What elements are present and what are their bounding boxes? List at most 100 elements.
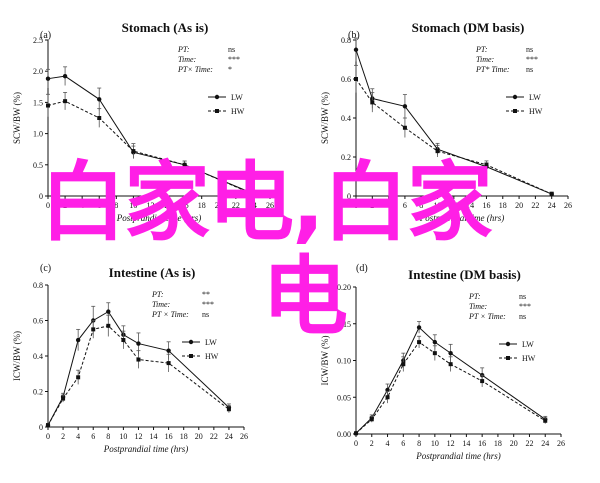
x-tick-label: 0 xyxy=(354,439,358,448)
legend-label-hw: HW xyxy=(529,107,543,116)
y-tick-label: 2.5 xyxy=(33,36,43,45)
x-tick-label: 10 xyxy=(119,432,127,441)
y-tick-label: 0.5 xyxy=(33,161,43,170)
x-tick-label: 18 xyxy=(494,439,502,448)
x-tick-label: 12 xyxy=(146,201,154,210)
y-tick-label: 0.2 xyxy=(341,153,351,162)
legend-marker xyxy=(189,354,193,358)
x-tick-label: 20 xyxy=(195,432,203,441)
series-line-lw xyxy=(355,326,546,434)
y-axis-label: ICW/BW (%) xyxy=(320,335,330,385)
x-tick-label: 12 xyxy=(450,201,458,210)
data-point-hw xyxy=(182,162,187,167)
data-point-hw xyxy=(484,162,489,167)
legend-marker xyxy=(512,94,518,100)
data-point-lw xyxy=(97,97,102,102)
x-tick-label: 0 xyxy=(46,432,50,441)
data-point-hw xyxy=(91,327,96,332)
data-point-lw xyxy=(448,350,453,356)
data-point-hw xyxy=(354,431,358,436)
data-point-hw xyxy=(76,375,81,380)
y-tick-label: 1.0 xyxy=(33,130,43,139)
x-tick-label: 18 xyxy=(180,432,188,441)
x-axis-label: Postprandial time (hrs) xyxy=(103,444,189,454)
legend-label-lw: LW xyxy=(529,93,541,102)
x-tick-label: 16 xyxy=(482,201,490,210)
data-point-hw xyxy=(131,149,136,154)
legend-label-hw: HW xyxy=(205,352,219,361)
y-tick-label: 0.4 xyxy=(33,352,43,361)
panel-letter: (d) xyxy=(356,263,368,274)
stat-label: PT× Time: xyxy=(177,65,213,74)
x-tick-label: 10 xyxy=(129,201,137,210)
x-tick-label: 14 xyxy=(466,201,474,210)
chart-title: Intestine (As is) xyxy=(109,265,196,280)
series-line-lw xyxy=(47,75,254,194)
data-point-hw xyxy=(106,323,111,328)
y-tick-label: 1.5 xyxy=(33,98,43,107)
legend-marker xyxy=(505,341,511,347)
chart-title: Stomach (As is) xyxy=(122,20,209,35)
data-point-hw xyxy=(370,100,375,105)
series-line-lw xyxy=(355,49,552,195)
stat-label: PT: xyxy=(468,292,481,301)
stat-value: *** xyxy=(519,302,531,311)
data-point-hw xyxy=(448,362,453,367)
data-point-hw xyxy=(226,407,231,412)
data-point-lw xyxy=(166,348,171,353)
y-tick-label: 0 xyxy=(39,423,43,432)
x-tick-label: 22 xyxy=(525,439,533,448)
data-point-hw xyxy=(543,418,548,423)
data-point-lw xyxy=(402,104,408,109)
y-tick-label: 0.20 xyxy=(337,283,351,292)
stat-label: PT: xyxy=(151,290,164,299)
data-point-hw xyxy=(369,417,374,422)
x-tick-label: 6 xyxy=(401,439,405,448)
x-tick-label: 20 xyxy=(510,439,518,448)
stat-value: ** xyxy=(202,290,210,299)
x-tick-label: 8 xyxy=(419,201,423,210)
x-tick-label: 6 xyxy=(91,432,95,441)
legend-label-lw: LW xyxy=(522,340,534,349)
x-tick-label: 20 xyxy=(515,201,523,210)
y-axis-label: SCW/BW (%) xyxy=(12,92,22,144)
legend-label-lw: LW xyxy=(205,338,217,347)
data-point-hw xyxy=(250,192,255,197)
x-tick-label: 2 xyxy=(61,432,65,441)
y-tick-label: 0 xyxy=(39,192,43,201)
x-tick-label: 2 xyxy=(370,439,374,448)
x-tick-label: 10 xyxy=(431,439,439,448)
x-tick-label: 22 xyxy=(531,201,539,210)
chart-panel-1: (a)Stomach (As is)00.51.01.52.02.50 2 4 6 8 1… xyxy=(12,20,274,223)
y-tick-label: 2.0 xyxy=(33,67,43,76)
data-point-lw xyxy=(136,341,141,346)
panel-letter: (b) xyxy=(348,30,360,41)
x-tick-label: 22 xyxy=(210,432,218,441)
x-tick-label: 16 xyxy=(478,439,486,448)
chart-panel-2: (b)Stomach (DM basis)00.20.40.60.80 2 4 6 8 1… xyxy=(320,20,572,223)
data-point-hw xyxy=(354,77,358,81)
x-tick-label: 8 xyxy=(417,439,421,448)
data-point-hw xyxy=(61,396,66,401)
chart-panel-3: (c) Intestine (As is)00.20.40.60.80 2 4 6 8 10… xyxy=(12,263,248,454)
stat-label: PT: xyxy=(475,45,488,54)
legend-marker xyxy=(188,339,194,345)
data-point-lw xyxy=(45,76,51,81)
x-tick-label: 16 xyxy=(165,432,173,441)
panel-letter: (a) xyxy=(40,30,51,41)
stat-value: *** xyxy=(228,55,240,64)
y-tick-label: 0.15 xyxy=(337,320,351,329)
x-tick-label: 10 xyxy=(434,201,442,210)
chart-panel-4: (d) Intestine (DM basis) 0.00 0.05 0.10 0.15 0… xyxy=(320,263,565,461)
watermark-line-2: 电 xyxy=(262,247,348,347)
chart-title: Stomach (DM basis) xyxy=(412,20,525,35)
data-point-hw xyxy=(417,340,422,345)
y-tick-label: 0.8 xyxy=(33,281,43,290)
legend-marker xyxy=(513,109,517,113)
x-tick-label: 4 xyxy=(387,201,391,210)
stat-label: PT: xyxy=(177,45,190,54)
x-tick-label: 14 xyxy=(462,439,470,448)
data-point-lw xyxy=(106,309,111,314)
stat-value: ns xyxy=(526,65,533,74)
